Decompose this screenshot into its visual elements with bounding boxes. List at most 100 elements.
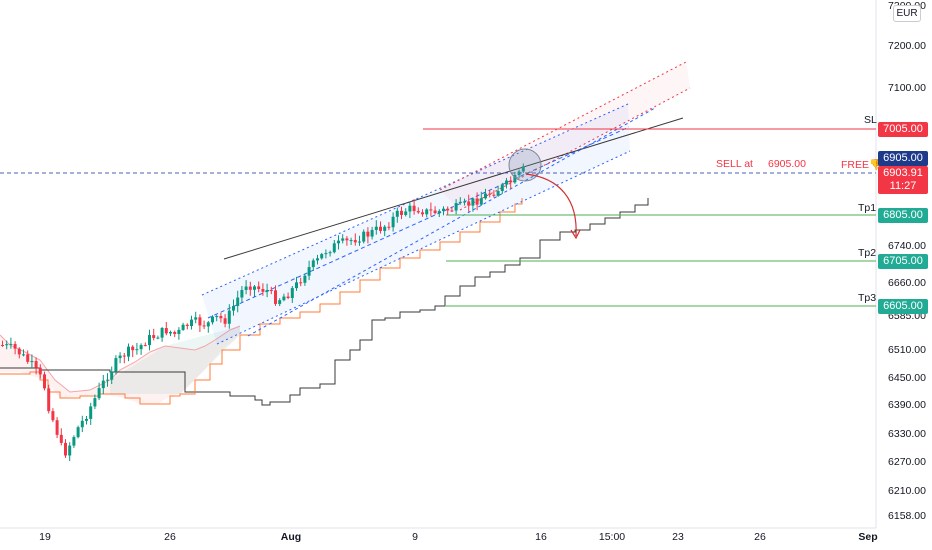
candle-body bbox=[316, 258, 319, 261]
candle bbox=[442, 206, 445, 216]
candle bbox=[152, 328, 156, 341]
candle-body bbox=[55, 420, 59, 435]
candle-body bbox=[236, 297, 240, 306]
tp2-price-tag[interactable]: 6705.00 bbox=[878, 254, 928, 269]
price-axis-label: 6210.00 bbox=[888, 485, 926, 497]
candle-body bbox=[64, 442, 67, 456]
current-price-tag[interactable]: 6903.91 11:27 bbox=[878, 166, 928, 194]
candle bbox=[47, 384, 51, 414]
candle bbox=[257, 281, 261, 293]
candle bbox=[286, 292, 290, 300]
upper-trendline[interactable] bbox=[223, 117, 684, 260]
candle bbox=[404, 208, 408, 217]
time-axis-label: 26 bbox=[164, 531, 176, 543]
candle bbox=[383, 224, 387, 237]
candle-body bbox=[454, 203, 458, 211]
candle-body bbox=[475, 198, 479, 205]
candle-body bbox=[219, 316, 223, 319]
candle-body bbox=[412, 205, 416, 212]
sl-price-tag[interactable]: 7005.00 bbox=[878, 122, 928, 137]
candle bbox=[110, 366, 114, 385]
candle-body bbox=[395, 210, 399, 217]
candle-body bbox=[68, 445, 72, 456]
candle bbox=[341, 234, 345, 244]
time-axis-label: 9 bbox=[412, 531, 418, 543]
candle-body bbox=[492, 194, 496, 196]
tp2-label: Tp2 bbox=[858, 247, 877, 259]
ichimoku-cloud bbox=[0, 325, 241, 404]
candle bbox=[479, 191, 483, 206]
price-axis-label: 7200.00 bbox=[888, 40, 926, 52]
candle-body bbox=[387, 226, 391, 228]
candle bbox=[89, 402, 93, 425]
candle bbox=[148, 329, 151, 351]
candle bbox=[437, 209, 441, 218]
candle-body bbox=[164, 328, 168, 334]
candle bbox=[412, 199, 416, 215]
candle-body bbox=[303, 275, 307, 283]
candle-body bbox=[400, 210, 403, 215]
candle bbox=[303, 273, 307, 286]
time-axis-label: 23 bbox=[672, 531, 684, 543]
candle-body bbox=[131, 346, 135, 351]
candle-body bbox=[391, 216, 395, 228]
candle-body bbox=[1, 345, 4, 346]
current-price-value: 6903.91 bbox=[883, 167, 923, 179]
candle-body bbox=[353, 240, 357, 243]
candle bbox=[181, 322, 185, 331]
time-axis-label: 15:00 bbox=[598, 531, 626, 543]
candle-body bbox=[26, 354, 30, 362]
candle bbox=[349, 237, 353, 246]
candle bbox=[433, 206, 437, 215]
candle-body bbox=[114, 358, 118, 372]
candle bbox=[156, 335, 160, 340]
candle bbox=[30, 354, 34, 369]
channel-lower-line bbox=[216, 150, 631, 345]
candle bbox=[97, 382, 101, 400]
currency-badge[interactable]: EUR bbox=[893, 5, 921, 22]
candle bbox=[425, 208, 429, 218]
candle bbox=[64, 439, 67, 458]
price-axis-label: 6740.00 bbox=[888, 240, 926, 252]
candle-body bbox=[521, 166, 525, 172]
price-axis-label: 6158.00 bbox=[888, 510, 926, 522]
candle-body bbox=[286, 296, 290, 298]
candle bbox=[324, 249, 328, 259]
candle-body bbox=[307, 267, 311, 276]
candle-body bbox=[122, 355, 126, 357]
candle-body bbox=[442, 208, 445, 212]
candle bbox=[488, 190, 492, 198]
tp3-price-tag[interactable]: 6605.00 bbox=[878, 299, 928, 314]
price-axis-label: 6330.00 bbox=[888, 428, 926, 440]
candle-body bbox=[17, 348, 21, 355]
candle-body bbox=[198, 317, 202, 326]
candle bbox=[395, 207, 399, 223]
price-axis-label: 7100.00 bbox=[888, 82, 926, 94]
candle bbox=[353, 233, 357, 246]
candle bbox=[160, 326, 164, 342]
highlight-circle[interactable] bbox=[508, 148, 542, 182]
candle bbox=[366, 227, 370, 244]
candle-body bbox=[282, 296, 286, 301]
candle-body bbox=[30, 361, 34, 363]
candle-body bbox=[257, 286, 261, 289]
candle-body bbox=[156, 337, 160, 339]
projection-arrow[interactable] bbox=[525, 173, 577, 237]
tp1-price-tag[interactable]: 6805.00 bbox=[878, 208, 928, 223]
price-axis-label: 6390.00 bbox=[888, 399, 926, 411]
candle-body bbox=[337, 240, 340, 244]
candle bbox=[190, 315, 193, 330]
candle-body bbox=[496, 191, 500, 196]
candle bbox=[76, 425, 80, 439]
candle bbox=[429, 202, 433, 217]
kijun-line bbox=[0, 198, 523, 405]
candle bbox=[345, 236, 349, 246]
candle-body bbox=[185, 324, 189, 327]
candle bbox=[379, 221, 382, 234]
candle-body bbox=[341, 238, 345, 241]
countdown-timer: 11:27 bbox=[889, 180, 917, 192]
entry-price-tag[interactable]: 6905.00 bbox=[878, 151, 928, 166]
candle-body bbox=[232, 305, 235, 311]
candle bbox=[194, 311, 198, 324]
